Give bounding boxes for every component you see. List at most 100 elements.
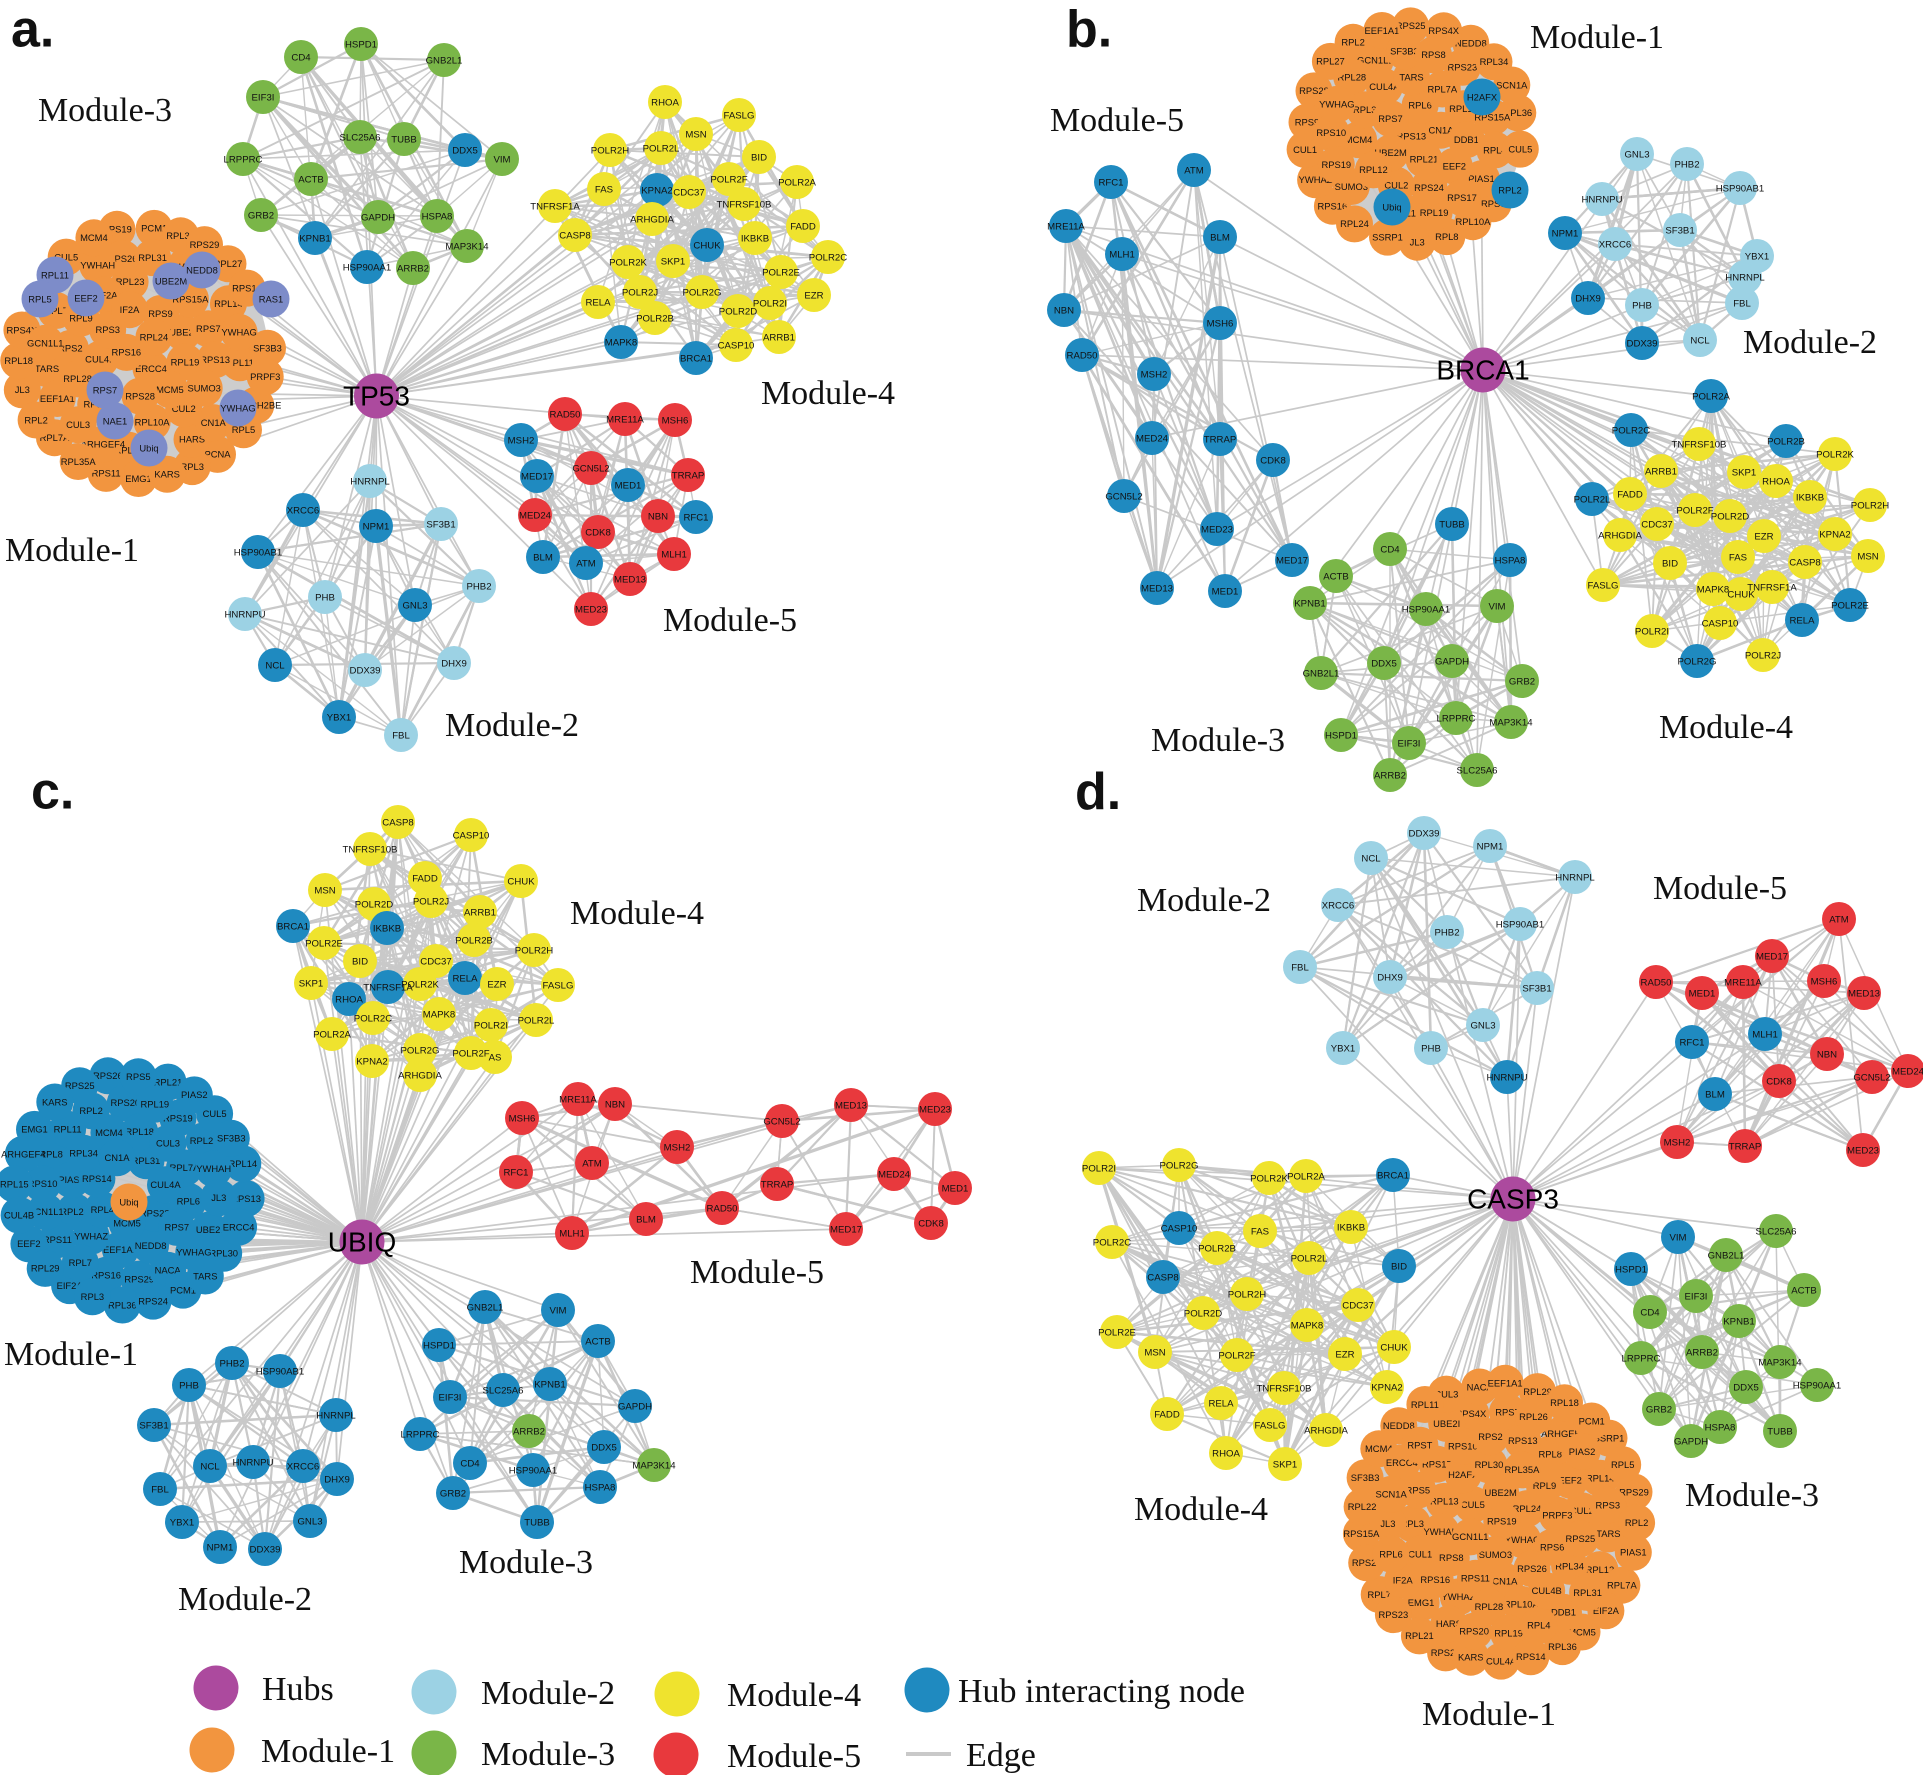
svg-text:Module-3: Module-3 — [481, 1736, 615, 1773]
svg-text:RFC1: RFC1 — [1098, 177, 1123, 188]
svg-text:RPS24: RPS24 — [1414, 182, 1444, 193]
svg-text:RPS16: RPS16 — [1420, 1574, 1450, 1585]
svg-text:HNRNPL: HNRNPL — [316, 1410, 356, 1421]
svg-text:BLM: BLM — [636, 1214, 656, 1225]
svg-text:ATM: ATM — [582, 1158, 602, 1169]
svg-text:CUL4A: CUL4A — [150, 1179, 181, 1190]
svg-text:XRCC6: XRCC6 — [287, 505, 320, 516]
svg-text:DHX9: DHX9 — [1377, 972, 1403, 983]
svg-text:MAP3K14: MAP3K14 — [1758, 1357, 1802, 1368]
svg-text:MED1: MED1 — [1689, 988, 1716, 999]
svg-text:POLR2H: POLR2H — [1851, 500, 1889, 511]
svg-text:CHUK: CHUK — [1727, 589, 1755, 600]
svg-text:BRCA1: BRCA1 — [1377, 1170, 1409, 1181]
svg-text:HSPA8: HSPA8 — [1705, 1422, 1736, 1433]
svg-text:CASP8: CASP8 — [559, 230, 590, 241]
svg-text:MSN: MSN — [1144, 1347, 1165, 1358]
svg-text:ARHGDIA: ARHGDIA — [1598, 530, 1642, 541]
svg-text:HSPA8: HSPA8 — [585, 1482, 616, 1493]
svg-text:Module-1: Module-1 — [1530, 19, 1664, 56]
svg-text:POLR2A: POLR2A — [1287, 1171, 1325, 1182]
svg-text:Ubiq: Ubiq — [139, 442, 158, 453]
svg-text:POLR2H: POLR2H — [591, 145, 629, 156]
svg-text:MCM4: MCM4 — [95, 1127, 123, 1138]
svg-text:ACTB: ACTB — [1323, 571, 1349, 582]
svg-text:FAS: FAS — [1729, 552, 1747, 563]
svg-text:RPL2: RPL2 — [1625, 1517, 1648, 1528]
svg-text:HSPD1: HSPD1 — [423, 1340, 455, 1351]
svg-text:MED23: MED23 — [1847, 1145, 1879, 1156]
svg-text:RPS8: RPS8 — [1421, 49, 1446, 60]
svg-text:RPST: RPST — [1407, 1440, 1432, 1451]
svg-text:Module-5: Module-5 — [690, 1254, 824, 1291]
svg-text:MED17: MED17 — [1276, 555, 1308, 566]
svg-text:ARRB1: ARRB1 — [464, 907, 496, 918]
svg-text:POLR2G: POLR2G — [683, 287, 722, 298]
svg-text:RPS11: RPS11 — [1461, 1573, 1490, 1584]
svg-text:POLR2H: POLR2H — [1228, 1289, 1266, 1300]
svg-text:MAPK8: MAPK8 — [1291, 1320, 1324, 1331]
svg-text:RPS29: RPS29 — [124, 1273, 154, 1284]
svg-text:CUL3: CUL3 — [1434, 1388, 1458, 1399]
svg-text:RPS28: RPS28 — [1352, 1557, 1382, 1568]
svg-text:POLR2E: POLR2E — [1098, 1327, 1136, 1338]
svg-text:RPS14: RPS14 — [82, 1173, 112, 1184]
svg-text:ARRB2: ARRB2 — [397, 263, 429, 274]
svg-text:EZR: EZR — [804, 290, 823, 301]
svg-text:PIAS2: PIAS2 — [181, 1089, 208, 1100]
svg-text:EZR: EZR — [1754, 531, 1773, 542]
svg-text:RAD50: RAD50 — [1067, 350, 1098, 361]
svg-text:RPL35A: RPL35A — [1504, 1464, 1540, 1475]
svg-text:EZR: EZR — [1335, 1349, 1354, 1360]
svg-text:HARS: HARS — [1436, 1618, 1462, 1629]
svg-text:UBE2M: UBE2M — [1375, 147, 1407, 158]
svg-text:RPS16: RPS16 — [1318, 201, 1348, 212]
svg-text:RPL2: RPL2 — [1498, 184, 1521, 195]
svg-text:MED1: MED1 — [615, 480, 642, 491]
svg-text:MED13: MED13 — [1141, 583, 1173, 594]
svg-text:POLR2A: POLR2A — [1692, 391, 1730, 402]
svg-text:LRPPRC: LRPPRC — [1622, 1353, 1661, 1364]
svg-text:POLR2A: POLR2A — [778, 177, 816, 188]
svg-text:SF3B1: SF3B1 — [426, 519, 455, 530]
svg-text:Edge: Edge — [966, 1737, 1036, 1774]
svg-text:RPS19: RPS19 — [1487, 1515, 1517, 1526]
svg-text:HNRNPU: HNRNPU — [1581, 194, 1622, 205]
svg-text:RELA: RELA — [1208, 1398, 1234, 1409]
svg-text:MED1: MED1 — [942, 1183, 969, 1194]
svg-text:ACTB: ACTB — [585, 1336, 611, 1347]
svg-text:POLR2I: POLR2I — [1635, 626, 1669, 637]
svg-text:EMG1: EMG1 — [1408, 1597, 1435, 1608]
svg-text:BRCA1: BRCA1 — [277, 921, 309, 932]
svg-text:LRPPRC: LRPPRC — [1437, 713, 1476, 724]
svg-text:RPL18: RPL18 — [1449, 103, 1478, 114]
svg-text:POLR2G: POLR2G — [1160, 1160, 1199, 1171]
svg-text:RPL36: RPL36 — [1548, 1641, 1577, 1652]
svg-text:HSP90AA1: HSP90AA1 — [1402, 604, 1451, 615]
svg-text:Module-4: Module-4 — [570, 895, 704, 932]
svg-text:SSRP1: SSRP1 — [1372, 231, 1403, 242]
svg-text:VIM: VIM — [1488, 601, 1505, 612]
svg-text:RELA: RELA — [585, 297, 611, 308]
svg-text:RAD50: RAD50 — [550, 409, 581, 420]
svg-text:CUL5: CUL5 — [54, 251, 78, 262]
svg-text:KARS: KARS — [1458, 1652, 1484, 1663]
svg-text:FASLG: FASLG — [1255, 1420, 1286, 1431]
svg-text:CN1A: CN1A — [201, 417, 227, 428]
svg-text:ARHGEF4: ARHGEF4 — [81, 439, 125, 450]
svg-text:HSPA8: HSPA8 — [422, 211, 453, 222]
svg-text:RPL30: RPL30 — [1475, 1459, 1504, 1470]
svg-text:RPS17: RPS17 — [1422, 1458, 1452, 1469]
svg-text:MED13: MED13 — [1848, 988, 1880, 999]
svg-text:MAP3K14: MAP3K14 — [445, 241, 489, 252]
svg-text:YWHAZ: YWHAZ — [1441, 1591, 1475, 1602]
svg-text:KPNB1: KPNB1 — [1294, 598, 1325, 609]
svg-text:RPL15: RPL15 — [0, 1178, 29, 1189]
svg-text:RPL9: RPL9 — [1533, 1480, 1556, 1491]
svg-text:RPS3: RPS3 — [95, 324, 120, 335]
svg-text:YWHAH: YWHAH — [80, 260, 115, 271]
svg-text:RPS14: RPS14 — [1516, 1651, 1546, 1662]
svg-text:RPL35A: RPL35A — [61, 456, 97, 467]
svg-text:RPL7: RPL7 — [1367, 1589, 1390, 1600]
svg-text:CASP8: CASP8 — [382, 817, 413, 828]
